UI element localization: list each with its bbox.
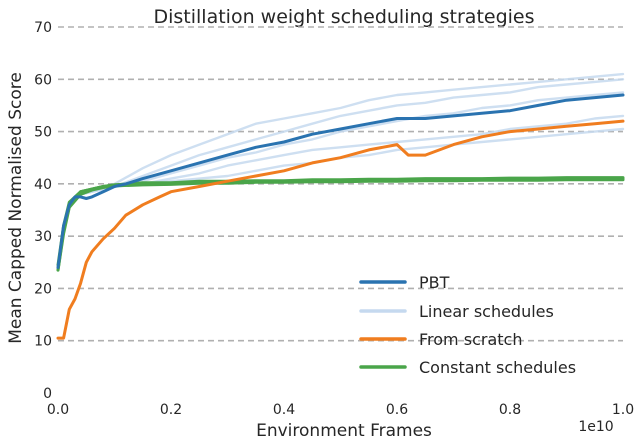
y-tick-label: 60 bbox=[34, 72, 52, 88]
legend-label-linear-schedules: Linear schedules bbox=[419, 302, 554, 321]
legend: PBT Linear schedules From scratch Constant … bbox=[359, 273, 576, 377]
x-tick-label: 1.0 bbox=[612, 402, 634, 418]
series-line-linear-schedules-3 bbox=[56, 114, 625, 269]
x-offset-label: 1e10 bbox=[578, 419, 613, 435]
series-line-from-scratch-9 bbox=[56, 119, 625, 340]
legend-label-pbt: PBT bbox=[419, 273, 450, 292]
y-tick-label: 50 bbox=[34, 125, 52, 141]
y-tick-label: 30 bbox=[34, 229, 52, 245]
x-tick-label: 0.4 bbox=[273, 402, 295, 418]
series-line-constant-schedules-7 bbox=[56, 178, 625, 272]
series-line-linear-schedules-0 bbox=[56, 72, 625, 269]
series-line-pbt-8 bbox=[56, 93, 625, 269]
x-tick-label: 0.0 bbox=[47, 402, 69, 418]
y-tick-labels: 0 10 20 30 40 50 60 70 bbox=[34, 20, 52, 402]
series-line-constant-schedules-6 bbox=[56, 176, 625, 267]
y-tick-label: 10 bbox=[34, 334, 52, 350]
x-tick-label: 0.8 bbox=[499, 402, 521, 418]
x-axis-label: Environment Frames bbox=[256, 421, 432, 441]
x-tick-label: 0.2 bbox=[160, 402, 182, 418]
legend-label-constant-schedules: Constant schedules bbox=[419, 358, 576, 377]
x-tick-labels: 0.0 0.2 0.4 0.6 0.8 1.0 bbox=[47, 402, 634, 418]
series-line-constant-schedules-5 bbox=[56, 177, 625, 272]
y-tick-label: 40 bbox=[34, 177, 52, 193]
y-tick-label: 20 bbox=[34, 281, 52, 297]
y-axis-label: Mean Capped Normalised Score bbox=[6, 72, 26, 344]
legend-label-from-scratch: From scratch bbox=[419, 330, 522, 349]
chart-title: Distillation weight scheduling strategie… bbox=[153, 6, 534, 28]
series-layer bbox=[56, 72, 625, 340]
y-tick-label: 70 bbox=[34, 20, 52, 36]
x-tick-label: 0.6 bbox=[386, 402, 408, 418]
y-tick-label: 0 bbox=[43, 386, 52, 402]
series-line-linear-schedules-4 bbox=[56, 127, 625, 269]
